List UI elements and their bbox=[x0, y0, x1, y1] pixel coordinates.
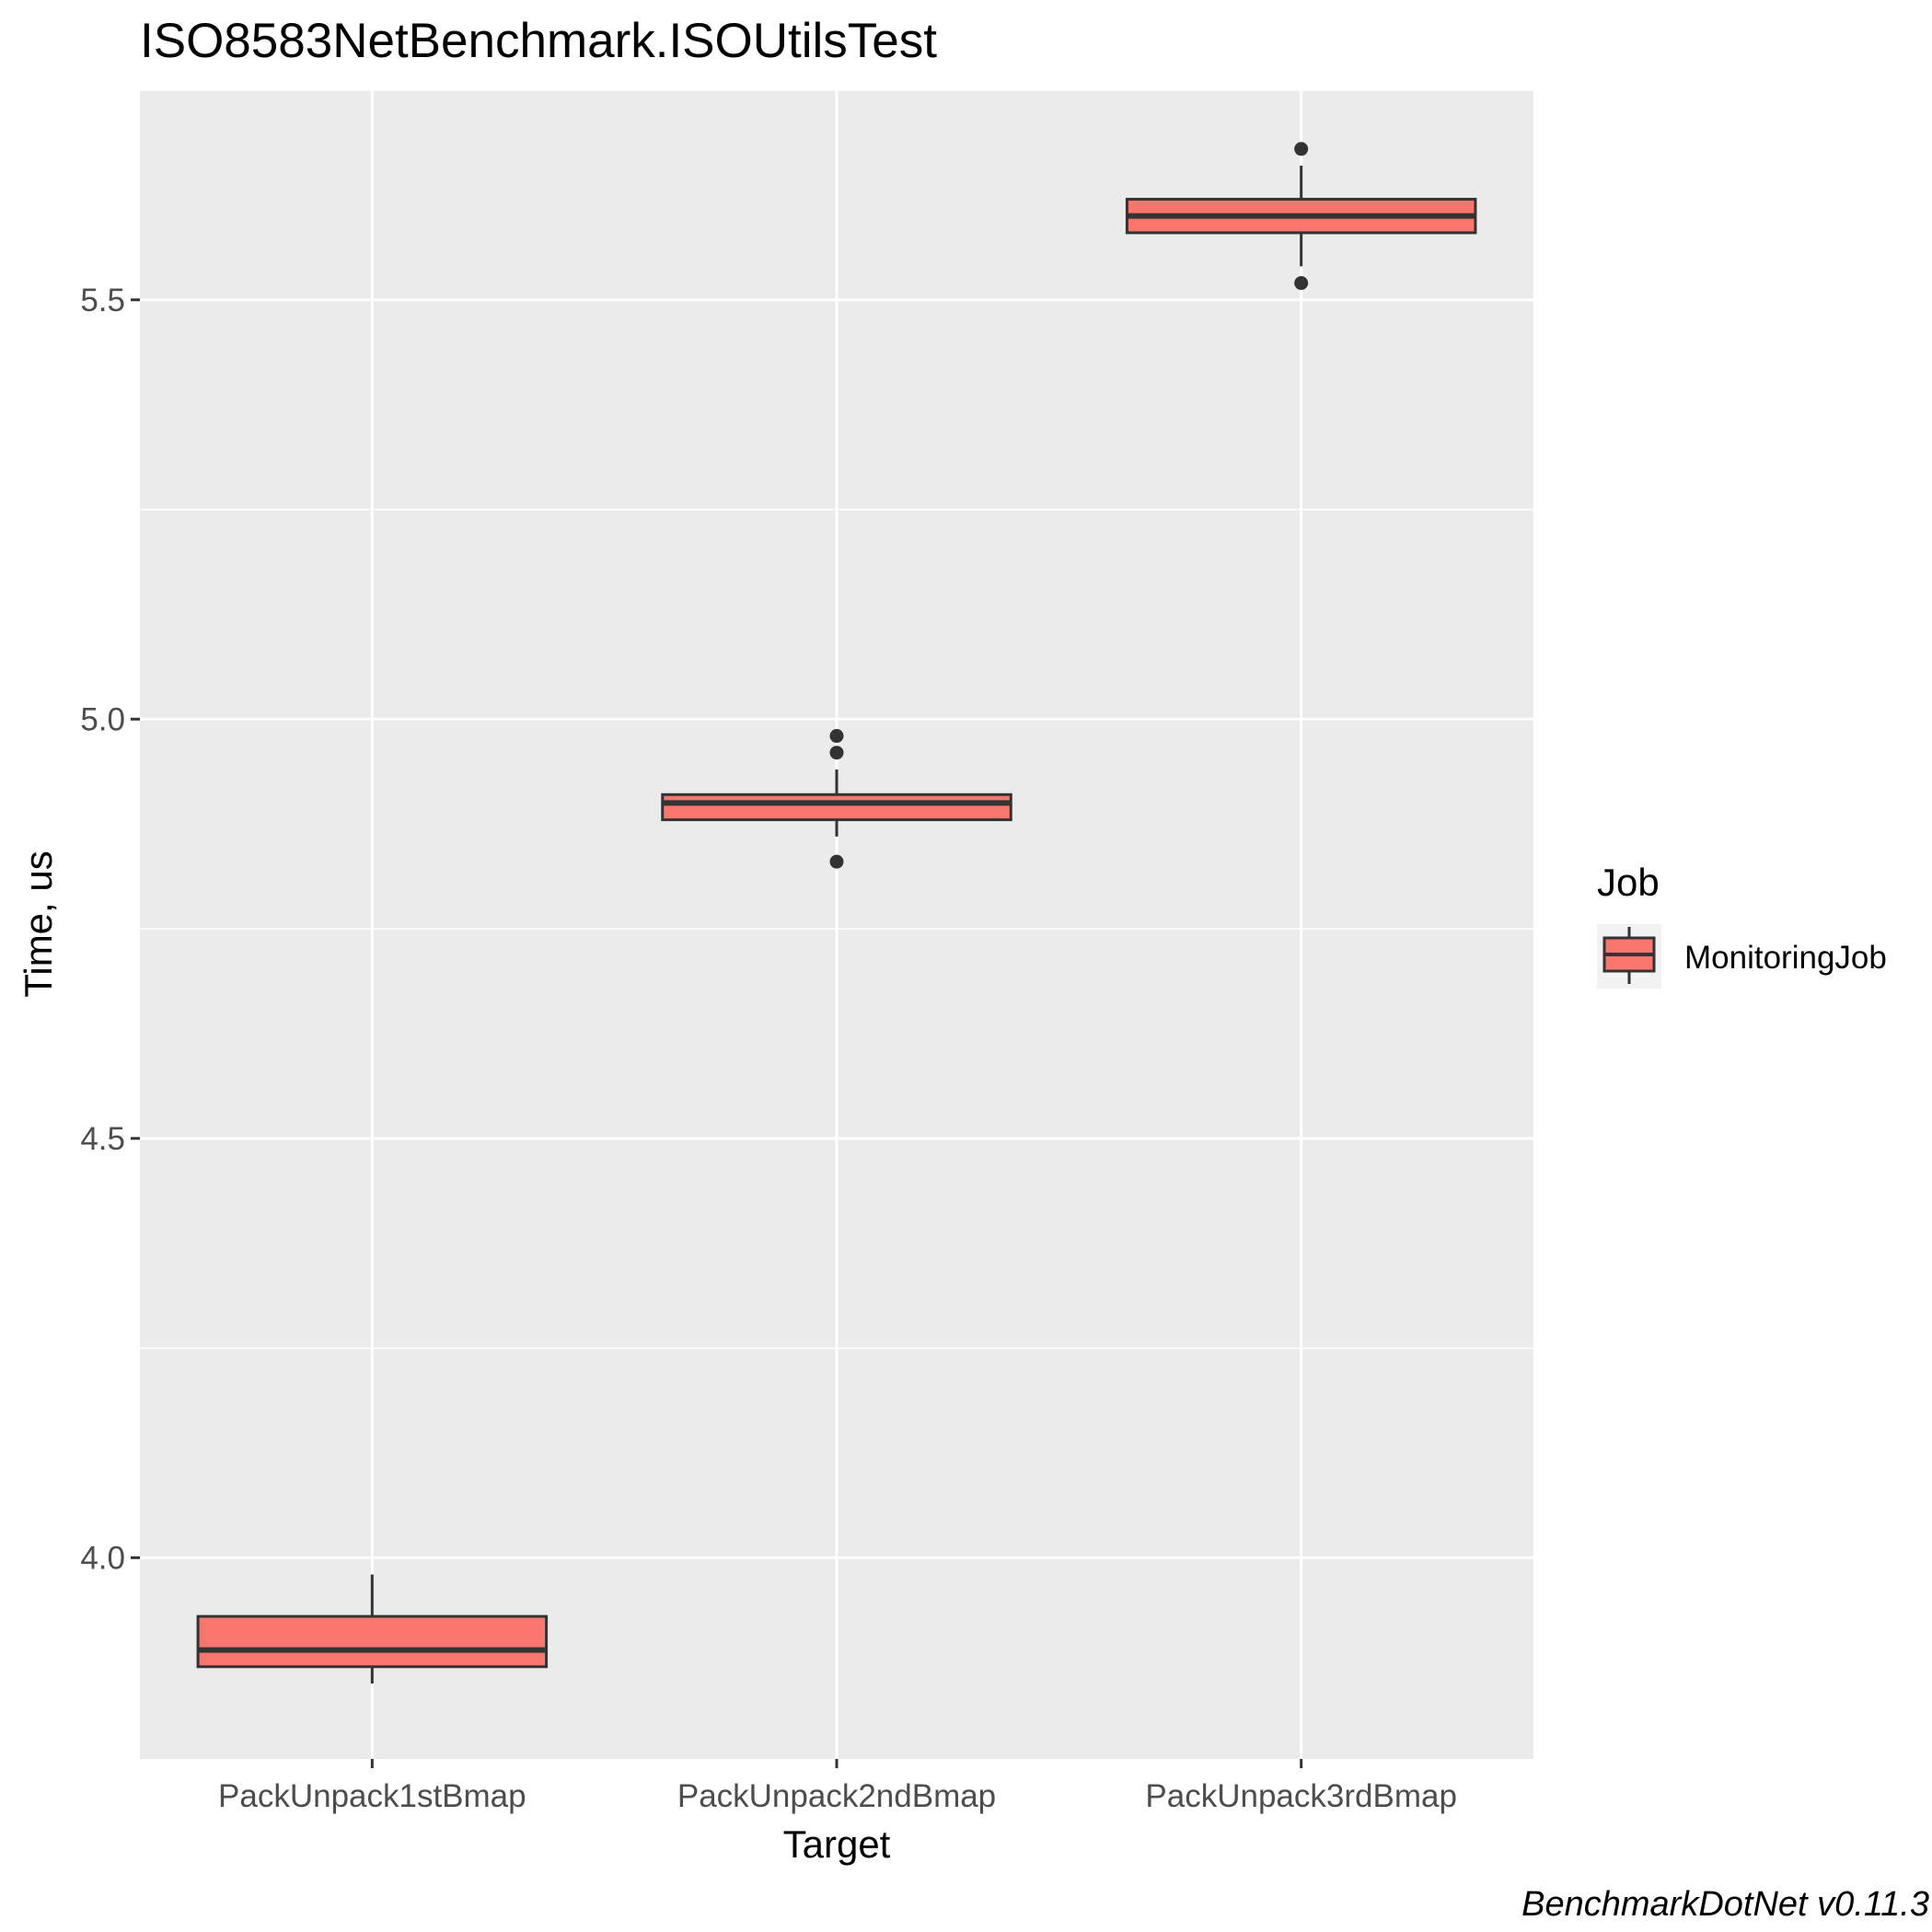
box-outlier bbox=[829, 729, 844, 744]
boxplots bbox=[196, 142, 1477, 1684]
x-tick-label: PackUnpack3rdBmap bbox=[1145, 1778, 1457, 1814]
box-outlier bbox=[1294, 276, 1309, 291]
x-axis-title: Target bbox=[783, 1822, 891, 1866]
y-axis-title: Time, us bbox=[17, 850, 60, 997]
x-tick-label: PackUnpack2ndBmap bbox=[677, 1778, 996, 1814]
y-tick-label: 5.5 bbox=[80, 283, 125, 318]
legend: Job MonitoringJob bbox=[1597, 861, 1887, 989]
y-tick-label: 4.0 bbox=[80, 1540, 125, 1576]
y-axis-ticks: 4.0 4.5 5.0 5.5 bbox=[80, 283, 140, 1576]
legend-label: MonitoringJob bbox=[1684, 940, 1887, 976]
y-tick-label: 4.5 bbox=[80, 1121, 125, 1157]
x-tick-label: PackUnpack1stBmap bbox=[218, 1778, 526, 1814]
x-axis-ticks: PackUnpack1stBmap PackUnpack2ndBmap PackUn… bbox=[218, 1759, 1457, 1814]
box-iqr bbox=[661, 792, 1012, 822]
y-tick-label: 5.0 bbox=[80, 701, 125, 737]
box-outlier bbox=[829, 746, 844, 760]
boxplot bbox=[1125, 142, 1477, 291]
box-outlier bbox=[1294, 142, 1309, 156]
major-gridlines bbox=[140, 90, 1533, 1759]
legend-title: Job bbox=[1597, 861, 1660, 904]
chart-title: ISO8583NetBenchmark.ISOUtilsTest bbox=[140, 14, 937, 68]
box-iqr bbox=[196, 1614, 549, 1669]
boxplot bbox=[661, 729, 1012, 869]
box-outlier bbox=[829, 854, 844, 869]
boxplot bbox=[196, 1574, 549, 1684]
chart-caption: BenchmarkDotNet v0.11.3 bbox=[1521, 1885, 1929, 1924]
